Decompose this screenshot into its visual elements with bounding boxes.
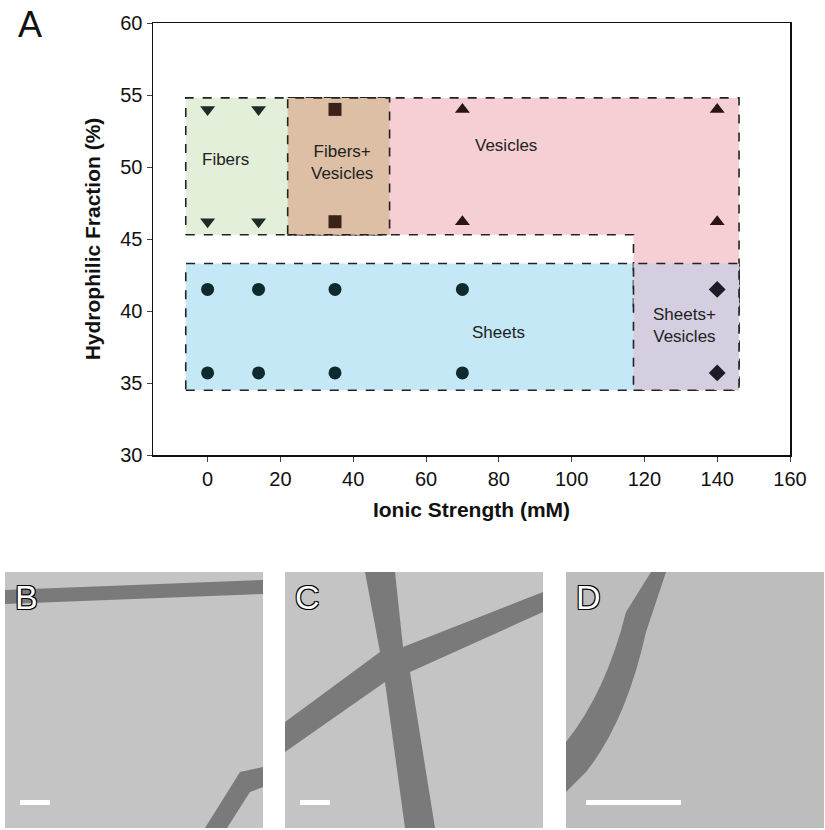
svg-text:40: 40	[342, 468, 364, 490]
svg-text:55: 55	[120, 84, 142, 106]
svg-text:30: 30	[120, 444, 142, 466]
svg-text:35: 35	[120, 372, 142, 394]
svg-text:120: 120	[628, 468, 661, 490]
svg-text:Fibers+Vesicles: Fibers+Vesicles	[311, 142, 373, 183]
svg-text:0: 0	[202, 468, 213, 490]
html-text:D: D	[576, 578, 601, 616]
svg-text:160: 160	[773, 468, 806, 490]
svg-text:Ionic Strength (mM): Ionic Strength (mM)	[373, 498, 570, 521]
svg-text:Sheets: Sheets	[472, 323, 525, 342]
svg-text:Sheets+Vesicles: Sheets+Vesicles	[653, 305, 716, 346]
html-text:A: A	[18, 4, 42, 45]
html-text:B: B	[15, 578, 38, 616]
svg-text:Vesicles: Vesicles	[475, 136, 537, 155]
svg-text:Fibers: Fibers	[202, 150, 249, 169]
svg-text:60: 60	[415, 468, 437, 490]
svg-text:45: 45	[120, 228, 142, 250]
svg-text:50: 50	[120, 156, 142, 178]
svg-text:60: 60	[120, 12, 142, 34]
svg-text:40: 40	[120, 300, 142, 322]
svg-text:20: 20	[269, 468, 291, 490]
svg-text:Hydrophilic Fraction (%): Hydrophilic Fraction (%)	[81, 118, 104, 361]
svg-text:140: 140	[701, 468, 734, 490]
svg-text:100: 100	[555, 468, 588, 490]
html-text:C: C	[295, 578, 320, 616]
svg-text:80: 80	[488, 468, 510, 490]
